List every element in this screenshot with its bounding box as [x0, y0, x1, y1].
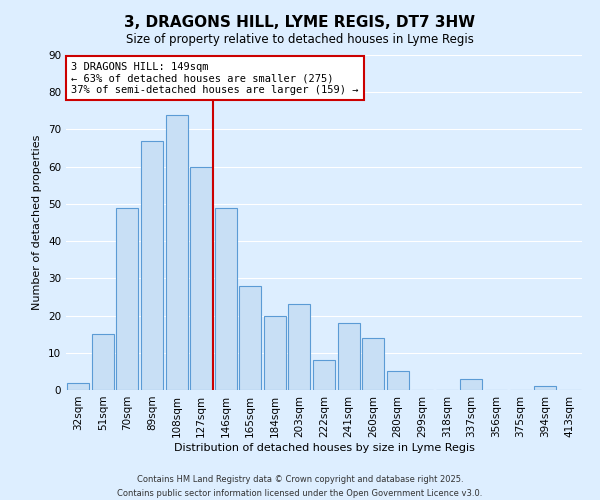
Bar — [338, 323, 359, 390]
Bar — [289, 304, 310, 390]
Text: 3 DRAGONS HILL: 149sqm
← 63% of detached houses are smaller (275)
37% of semi-de: 3 DRAGONS HILL: 149sqm ← 63% of detached… — [71, 62, 359, 95]
Bar — [239, 286, 262, 390]
Bar — [92, 334, 114, 390]
Bar — [534, 386, 556, 390]
Bar — [362, 338, 384, 390]
Bar — [190, 166, 212, 390]
Bar — [215, 208, 237, 390]
Bar — [67, 382, 89, 390]
Bar — [166, 114, 188, 390]
Bar — [116, 208, 139, 390]
Bar — [313, 360, 335, 390]
Bar — [460, 379, 482, 390]
Text: Size of property relative to detached houses in Lyme Regis: Size of property relative to detached ho… — [126, 32, 474, 46]
Text: Contains HM Land Registry data © Crown copyright and database right 2025.
Contai: Contains HM Land Registry data © Crown c… — [118, 476, 482, 498]
Bar — [264, 316, 286, 390]
X-axis label: Distribution of detached houses by size in Lyme Regis: Distribution of detached houses by size … — [173, 442, 475, 452]
Y-axis label: Number of detached properties: Number of detached properties — [32, 135, 43, 310]
Text: 3, DRAGONS HILL, LYME REGIS, DT7 3HW: 3, DRAGONS HILL, LYME REGIS, DT7 3HW — [124, 15, 476, 30]
Bar — [141, 140, 163, 390]
Bar — [386, 372, 409, 390]
